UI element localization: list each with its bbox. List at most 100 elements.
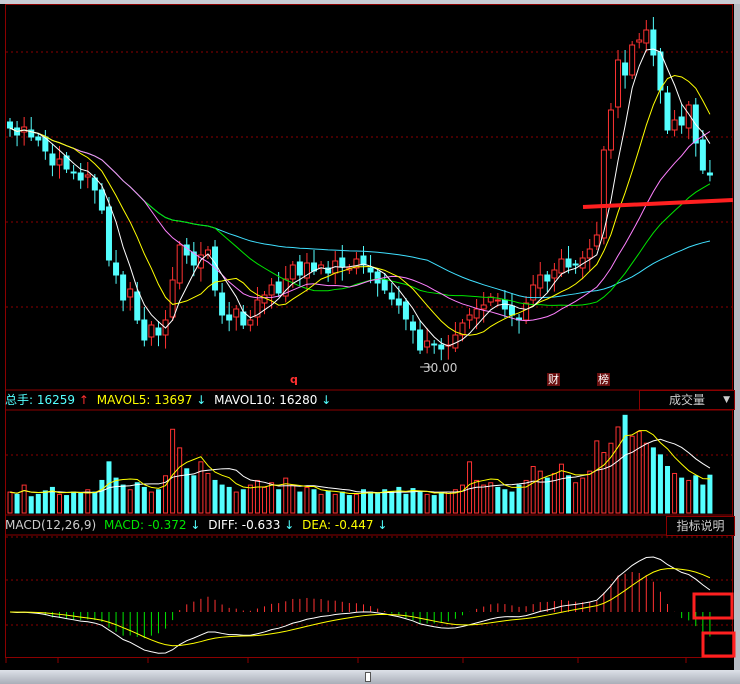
volume-bar [311,489,317,514]
candle-body [544,274,551,282]
ma5-line [9,48,711,347]
volume-bar [28,496,34,514]
volume-bar [467,461,473,514]
candle-body [254,299,261,318]
volume-bar [184,468,190,514]
candle-body [141,319,148,341]
diff-line [9,556,711,654]
candle-body [409,321,416,331]
volume-bar [49,486,55,514]
candle-body [56,158,63,166]
scrollbar-thumb[interactable] [365,672,371,682]
candle-body [699,139,706,171]
arrow-down-icon: ↓ [377,518,388,532]
volume-bar [269,482,275,514]
marker-q[interactable]: q [290,373,298,386]
volume-bar [700,484,706,514]
candle-body [204,249,211,256]
volume-bar [431,495,437,514]
candle-body [296,261,303,276]
arrow-up-icon: ↑ [78,393,89,407]
volume-bar [205,472,211,514]
volume-bar [445,491,451,514]
volume-bar [474,479,480,514]
macd-name: MACD(12,26,9) [5,518,97,532]
volume-bar [134,482,140,514]
arrow-down-icon: ↓ [284,518,295,532]
marker-cai[interactable]: 财 [547,373,560,386]
candle-body [381,279,388,291]
arrow-down-icon: ↓ [321,393,332,407]
candle-body [77,172,84,181]
volume-bar [558,463,564,514]
volume-bar [276,489,282,514]
candle-body [169,279,176,318]
candle-body [593,234,600,247]
candle-body [226,314,233,321]
volume-bar [544,477,550,514]
candle-body [113,262,120,276]
volume-bar [523,479,529,514]
candle-body [664,92,671,131]
volume-bar [56,493,62,514]
indicator-help-button[interactable]: 指标说明 [666,516,735,536]
volume-bar [346,495,352,514]
candle-body [42,136,49,152]
marker-bang[interactable]: 榜 [597,373,610,386]
right-scrollbar[interactable] [734,4,740,670]
candle-body [678,116,685,126]
volume-bar [163,475,169,514]
volume-bar [481,484,487,514]
indicator-selector-value: 成交量 [668,393,705,407]
candle-body [197,254,204,269]
candle-body [105,206,112,261]
candle-body [374,271,381,284]
volume-bar [629,435,635,514]
indicator-selector[interactable]: 成交量 ▼ [639,390,735,410]
candle-body [650,29,657,56]
macd-info-bar: MACD(12,26,9) MACD: -0.372 ↓ DIFF: -0.63… [5,517,391,533]
dea-label: DEA: [302,518,332,532]
volume-bar [177,447,183,514]
volume-bar [99,479,105,514]
volume-bar [686,479,692,514]
candle-body [49,153,56,166]
volume-bar [254,479,260,514]
volume-bar [679,477,685,514]
candle-body [473,308,480,319]
volume-info-bar: 总手: 16259 ↑ MAVOL5: 13697 ↓ MAVOL10: 162… [5,392,335,408]
volume-bar [672,472,678,514]
annotation-support-line [582,198,734,209]
volume-bar [452,489,458,514]
candle-body [268,284,275,296]
candle-body [600,149,607,239]
total-value: 16259 [36,393,76,407]
candle-body [127,288,134,298]
candle-body [417,329,424,351]
volume-bar [417,491,423,514]
candle-body [395,298,402,306]
candle-body [247,319,254,326]
candle-body [452,334,459,349]
diff-label: DIFF: [208,518,238,532]
volume-bar [502,489,508,514]
candle-body [402,301,409,320]
volume-bar [141,486,147,514]
candle-body [424,340,431,348]
volume-bar [247,484,253,514]
candle-body [706,172,713,176]
volume-bar [608,442,614,514]
candle-body [551,269,558,279]
volume-bar [64,495,70,514]
volume-bar [495,486,501,514]
volume-bar [212,479,218,514]
low-price-label: 30.00 [423,361,458,375]
candle-body [565,258,572,268]
mavol10-label: MAVOL10: [214,393,276,407]
volume-bar [551,472,557,514]
candle-body [28,129,35,138]
candle-body [303,262,310,279]
volume-bar [325,490,331,514]
volume-bar [42,490,48,514]
